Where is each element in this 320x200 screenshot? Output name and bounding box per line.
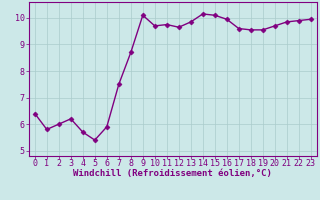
X-axis label: Windchill (Refroidissement éolien,°C): Windchill (Refroidissement éolien,°C) [73, 169, 272, 178]
